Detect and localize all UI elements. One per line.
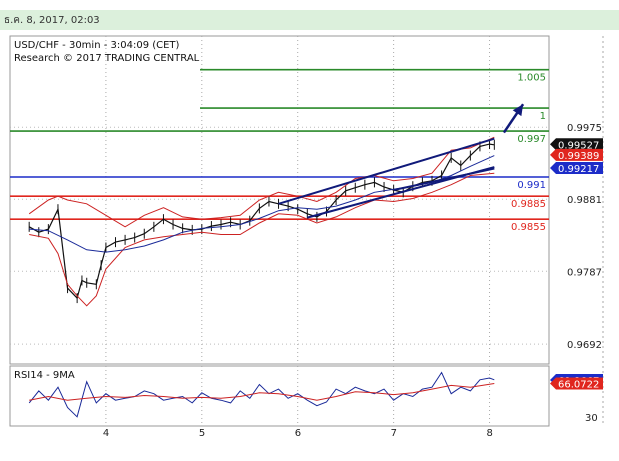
price-tag-label: 0.99217	[558, 164, 599, 175]
series-rsi_ma	[29, 383, 495, 401]
level-label: 1.005	[517, 73, 546, 84]
trendline-upper_channel	[278, 137, 495, 205]
trendline-lower_channel_2	[393, 167, 495, 192]
price-tag-red	[550, 148, 603, 161]
chart-subtitle: Research © 2017 TRADING CENTRAL	[14, 53, 200, 64]
rsi-title: RSI14 - 9MA	[14, 370, 75, 381]
timestamp: ธ.ค. 8, 2017, 02:03	[4, 15, 100, 26]
x-tick-label: 5	[199, 428, 205, 439]
series-bollinger_lower	[29, 172, 495, 307]
y-tick-label: 0.9881	[567, 195, 602, 206]
x-tick-label: 7	[391, 428, 397, 439]
level-label: 0.997	[517, 134, 546, 145]
price-tag-label: 0.99389	[558, 151, 599, 162]
y-tick-label: 0.9787	[567, 267, 602, 278]
forecast-arrow-head	[512, 104, 524, 117]
level-label: 0.9855	[511, 222, 546, 233]
y-tick-label: 0.9975	[567, 123, 602, 134]
y-tick-label: 0.9692	[567, 340, 602, 351]
level-label: 1	[540, 111, 546, 122]
level-label: 0.991	[517, 180, 546, 191]
price-tag-label: 0.99527	[558, 140, 599, 151]
series-bollinger_upper	[28, 136, 495, 228]
level-label: 0.9885	[511, 199, 546, 210]
rsi-panel-frame	[9, 365, 550, 427]
rsi-y-tick-label: 30	[585, 413, 598, 424]
rsi-tag-label: 66.0722	[558, 379, 599, 390]
price-panel-frame	[9, 35, 550, 365]
series-rsi	[28, 371, 495, 418]
price-tag-blue	[550, 162, 603, 175]
x-tick-label: 8	[487, 428, 493, 439]
date-bar: ธ.ค. 8, 2017, 02:03	[0, 10, 619, 30]
rsi-tag-red	[550, 377, 603, 390]
chart-title: USD/CHF - 30min - 3:04:09 (CET)	[14, 40, 180, 51]
x-tick-label: 4	[103, 428, 109, 439]
price-tag-current	[550, 138, 603, 151]
x-tick-label: 6	[295, 428, 301, 439]
